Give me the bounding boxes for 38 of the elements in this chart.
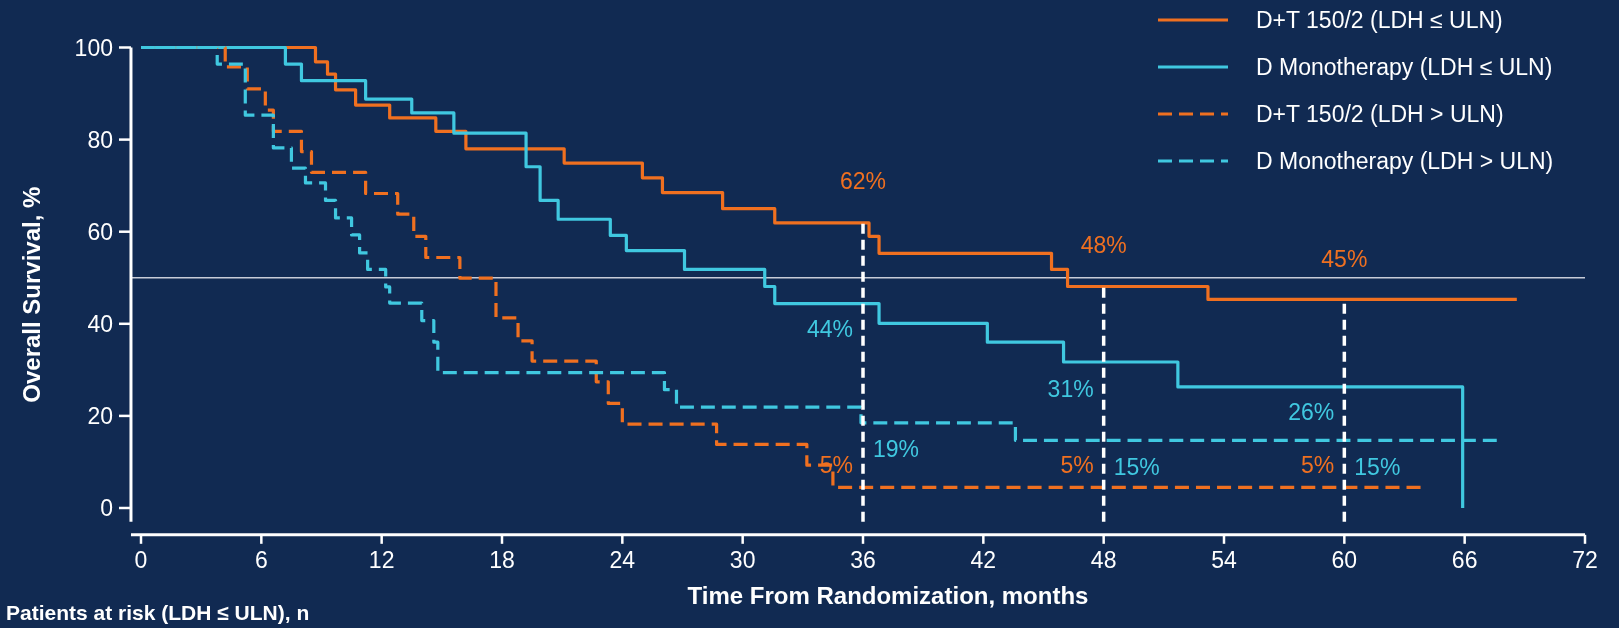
y-axis-title: Overall Survival, % (18, 186, 46, 403)
y-tick-label: 40 (87, 310, 113, 337)
legend-label: D+T 150/2 (LDH ≤ ULN) (1256, 7, 1503, 34)
x-tick-label: 30 (729, 546, 756, 573)
annotation: 15% (1354, 453, 1401, 480)
x-tick-label: 42 (970, 546, 997, 573)
annotation: 31% (1047, 376, 1094, 403)
legend-label: D+T 150/2 (LDH > ULN) (1256, 101, 1504, 128)
x-tick-label: 0 (134, 546, 148, 573)
annotation: 62% (839, 167, 887, 194)
x-tick-label: 48 (1090, 546, 1117, 573)
annotation: 15% (1113, 453, 1160, 480)
annotation: 48% (1080, 232, 1127, 259)
y-tick-label: 60 (87, 218, 113, 245)
annotation: 5% (1060, 452, 1094, 479)
annotation: 26% (1288, 399, 1335, 426)
annotation: 5% (819, 452, 853, 479)
y-tick-label: 0 (100, 495, 113, 522)
x-tick-label: 54 (1211, 546, 1237, 573)
x-tick-label: 24 (609, 546, 636, 573)
x-tick-label: 6 (254, 546, 268, 573)
y-tick-label: 80 (87, 126, 113, 153)
y-tick-label: 20 (87, 402, 113, 429)
annotation: 5% (1301, 452, 1335, 479)
legend-label: D Monotherapy (LDH ≤ ULN) (1256, 54, 1553, 81)
x-tick-label: 12 (368, 546, 395, 573)
annotation: 44% (806, 316, 853, 343)
text: Patients at risk (LDH ≤ ULN), n (6, 601, 310, 624)
x-tick-label: 66 (1451, 546, 1478, 573)
legend-label: D Monotherapy (LDH > ULN) (1256, 148, 1554, 175)
annotation: 45% (1321, 245, 1368, 272)
x-axis-title: Time From Randomization, months (687, 582, 1089, 610)
annotation: 19% (873, 435, 920, 462)
x-tick-label: 72 (1572, 546, 1598, 573)
x-tick-label: 18 (489, 546, 515, 573)
x-tick-label: 36 (850, 546, 876, 573)
y-tick-label: 100 (74, 34, 113, 61)
x-tick-label: 60 (1331, 546, 1358, 573)
